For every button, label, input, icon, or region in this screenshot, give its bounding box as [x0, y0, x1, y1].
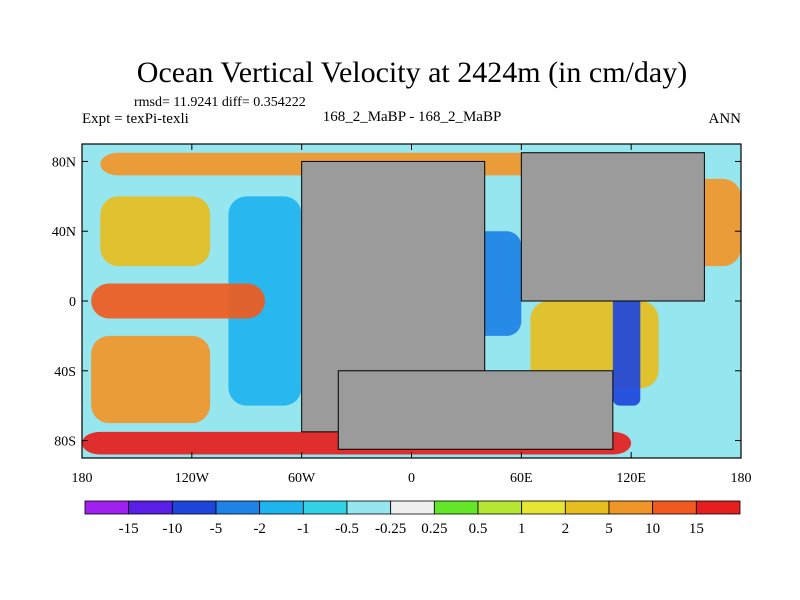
colorbar-swatch [521, 500, 566, 515]
colorbar-label: -2 [253, 521, 266, 537]
map-panel: 180 120W 60W 0 60E 120E 180 80N 40N 0 40S 80S [52, 143, 752, 486]
left-subtitle: Expt = texPi-texli [82, 111, 189, 127]
y-tick-label: 40S [54, 365, 76, 380]
x-axis: 180 120W 60W 0 60E 120E 180 [72, 144, 752, 486]
x-tick-label: 0 [408, 471, 415, 486]
colorbar-swatch [390, 500, 435, 515]
chart-title: Ocean Vertical Velocity at 2424m (in cm/… [137, 56, 687, 89]
colorbar-swatch [433, 500, 479, 515]
colorbar-label: -0.5 [335, 521, 359, 537]
colorbar-label: 10 [645, 521, 660, 537]
colorbar-label: 1 [518, 521, 526, 537]
colorbar-label: 2 [562, 521, 570, 537]
colorbar-swatch [128, 500, 173, 515]
y-tick-label: 0 [69, 295, 76, 310]
x-tick-label: 60E [510, 471, 533, 486]
colorbar-label: -10 [162, 521, 182, 537]
center-subtitle: 168_2_MaBP - 168_2_MaBP [323, 109, 502, 125]
colorbar-label: 15 [689, 521, 704, 537]
colorbar-label: 0.25 [421, 521, 447, 537]
x-tick-label: 180 [72, 471, 93, 486]
colorbar-swatch [695, 500, 741, 515]
colorbar-label: -1 [297, 521, 310, 537]
ocean-region-north-pacific-gyre [100, 196, 211, 267]
y-tick-label: 80N [52, 155, 76, 170]
x-tick-label: 120E [616, 471, 646, 486]
y-axis: 80N 40N 0 40S 80S [52, 155, 741, 450]
colorbar-swatch [346, 500, 392, 515]
colorbar-swatch [84, 500, 130, 515]
colorbar-label: -15 [119, 521, 139, 537]
y-tick-label: 40N [52, 225, 76, 240]
ocean-region-south-pacific-gyre [91, 335, 211, 424]
x-tick-label: 180 [731, 471, 752, 486]
colorbar-swatch [259, 500, 304, 515]
colorbar-swatch [608, 500, 654, 515]
colorbar-swatch [477, 500, 523, 515]
x-tick-label: 120W [175, 471, 210, 486]
stats-label: rmsd= 11.9241 diff= 0.354222 [134, 95, 306, 110]
colorbar-swatch [652, 500, 697, 515]
colorbar-swatch [564, 500, 610, 515]
colorbar-swatch [215, 500, 261, 515]
colorbar-swatch [302, 500, 348, 515]
colorbar-label: 5 [605, 521, 613, 537]
right-subtitle: ANN [709, 111, 742, 127]
x-tick-label: 60W [288, 471, 316, 486]
colorbar-label: -0.25 [375, 521, 406, 537]
land-masses [301, 152, 705, 450]
ocean-region-equatorial-pacific [91, 283, 266, 319]
land-southern-continent [337, 370, 614, 450]
colorbar-label: 0.5 [469, 521, 488, 537]
colorbar-label: -5 [210, 521, 223, 537]
y-tick-label: 80S [54, 435, 76, 450]
colorbar: -15 -10 -5 -2 -1 -0.5 -0.25 0.25 0.5 1 2 5 10 15 [84, 500, 741, 537]
land-eastern-continent [520, 152, 705, 302]
colorbar-swatch [171, 500, 217, 515]
